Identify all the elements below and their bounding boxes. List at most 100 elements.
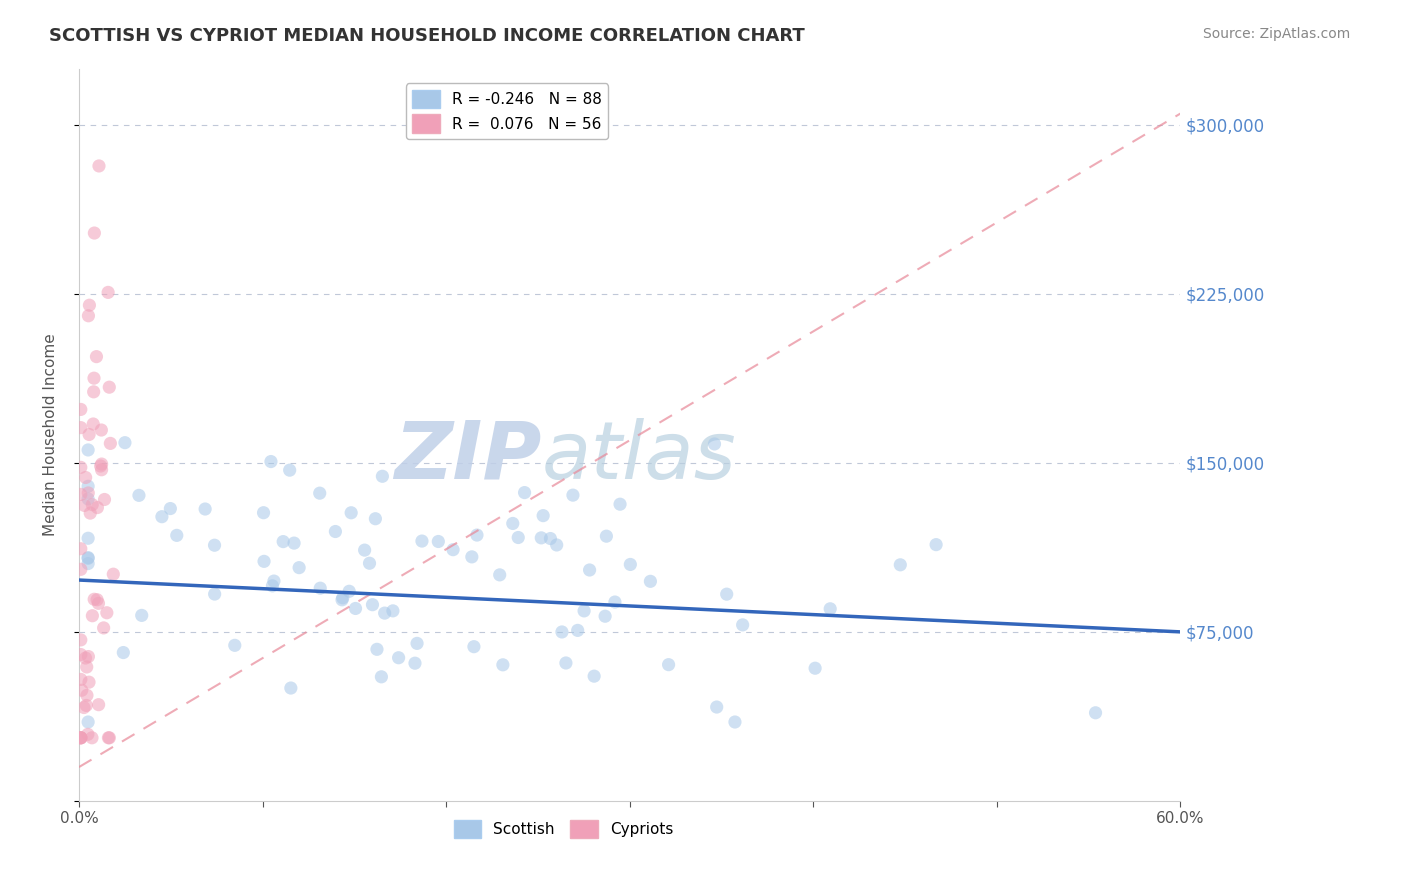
- Point: [609, 497, 631, 511]
- Point: [87, 698, 110, 712]
- Point: [724, 714, 747, 729]
- Point: [97, 731, 120, 745]
- Point: [86, 500, 108, 515]
- Point: [77, 714, 100, 729]
- Point: [224, 638, 246, 652]
- Point: [502, 516, 524, 531]
- Point: [69, 562, 91, 576]
- Point: [75, 698, 97, 713]
- Point: [87, 159, 110, 173]
- Point: [128, 488, 150, 502]
- Point: [79, 298, 101, 312]
- Legend: Scottish, Cypriots: Scottish, Cypriots: [447, 814, 679, 845]
- Y-axis label: Median Household Income: Median Household Income: [44, 334, 58, 536]
- Point: [619, 558, 641, 572]
- Point: [77, 531, 100, 545]
- Point: [578, 563, 600, 577]
- Point: [98, 731, 121, 745]
- Point: [404, 656, 426, 670]
- Point: [204, 587, 226, 601]
- Point: [97, 285, 120, 300]
- Point: [75, 651, 97, 665]
- Point: [73, 700, 96, 714]
- Point: [77, 491, 100, 506]
- Point: [82, 417, 104, 431]
- Point: [77, 442, 100, 457]
- Point: [90, 423, 112, 437]
- Point: [441, 542, 464, 557]
- Point: [82, 608, 104, 623]
- Point: [83, 384, 105, 399]
- Point: [603, 595, 626, 609]
- Point: [98, 380, 121, 394]
- Text: Source: ZipAtlas.com: Source: ZipAtlas.com: [1202, 27, 1350, 41]
- Point: [337, 584, 360, 599]
- Point: [288, 560, 311, 574]
- Point: [77, 675, 100, 690]
- Point: [308, 486, 330, 500]
- Point: [69, 487, 91, 501]
- Point: [69, 402, 91, 417]
- Point: [461, 549, 484, 564]
- Point: [262, 579, 284, 593]
- Point: [551, 624, 574, 639]
- Point: [332, 591, 354, 605]
- Point: [69, 731, 91, 745]
- Point: [325, 524, 347, 539]
- Point: [69, 420, 91, 434]
- Point: [76, 660, 98, 674]
- Point: [112, 646, 135, 660]
- Point: [70, 683, 93, 698]
- Point: [73, 499, 96, 513]
- Point: [98, 436, 121, 450]
- Point: [69, 731, 91, 745]
- Point: [283, 536, 305, 550]
- Point: [411, 534, 433, 549]
- Point: [572, 604, 595, 618]
- Point: [513, 485, 536, 500]
- Point: [77, 479, 100, 493]
- Point: [77, 550, 100, 565]
- Point: [260, 454, 283, 468]
- Point: [76, 727, 98, 741]
- Point: [82, 498, 104, 512]
- Point: [546, 538, 568, 552]
- Point: [131, 608, 153, 623]
- Point: [706, 700, 728, 714]
- Point: [86, 592, 108, 607]
- Point: [488, 567, 510, 582]
- Point: [83, 371, 105, 385]
- Point: [370, 670, 392, 684]
- Point: [658, 657, 681, 672]
- Point: [69, 632, 91, 647]
- Point: [271, 534, 294, 549]
- Point: [90, 457, 112, 471]
- Point: [427, 534, 450, 549]
- Point: [86, 350, 108, 364]
- Point: [103, 567, 125, 582]
- Point: [76, 689, 98, 703]
- Point: [361, 598, 384, 612]
- Point: [371, 469, 394, 483]
- Point: [77, 427, 100, 442]
- Text: atlas: atlas: [541, 417, 737, 496]
- Point: [69, 731, 91, 745]
- Point: [344, 601, 367, 615]
- Point: [87, 596, 110, 610]
- Point: [280, 681, 302, 695]
- Text: ZIP: ZIP: [394, 417, 541, 496]
- Point: [531, 508, 554, 523]
- Point: [595, 529, 617, 543]
- Point: [69, 460, 91, 475]
- Text: SCOTTISH VS CYPRIOT MEDIAN HOUSEHOLD INCOME CORRELATION CHART: SCOTTISH VS CYPRIOT MEDIAN HOUSEHOLD INC…: [49, 27, 806, 45]
- Point: [309, 581, 332, 595]
- Point: [388, 650, 411, 665]
- Point: [114, 435, 136, 450]
- Point: [77, 309, 100, 323]
- Point: [804, 661, 827, 675]
- Point: [93, 492, 115, 507]
- Point: [340, 506, 363, 520]
- Point: [381, 604, 404, 618]
- Point: [166, 528, 188, 542]
- Point: [77, 486, 100, 500]
